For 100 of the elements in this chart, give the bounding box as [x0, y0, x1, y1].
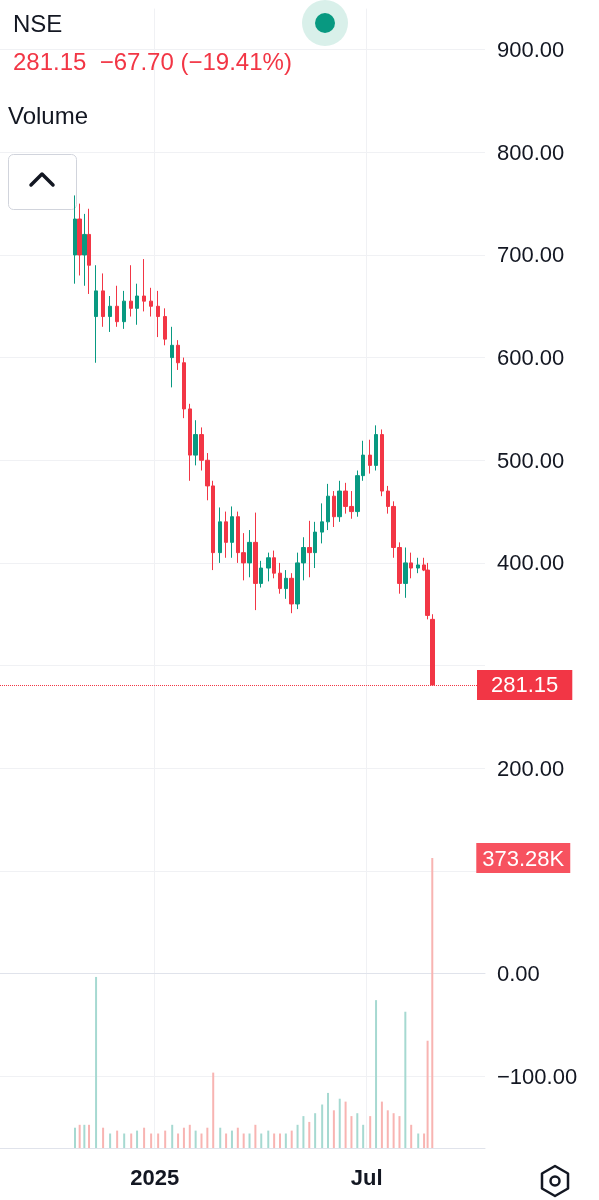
annotation: Volume: [8, 102, 89, 130]
bar: [212, 1072, 215, 1148]
bar: [260, 1133, 263, 1148]
bar: [426, 1040, 429, 1148]
candlestick: [284, 569, 288, 600]
bar: [102, 1127, 105, 1148]
candlestick: [266, 552, 271, 582]
candlestick: [425, 562, 430, 620]
candlestick: [182, 357, 186, 419]
candlestick: [307, 520, 312, 578]
ref-line-label: 281.15: [491, 672, 559, 698]
candlestick: [289, 572, 294, 614]
bar: [362, 1124, 365, 1148]
candlestick: [224, 511, 228, 559]
candlestick: [170, 326, 174, 388]
candlestick: [156, 290, 160, 338]
chart-title: NSE: [13, 9, 63, 37]
bar: [410, 1124, 413, 1148]
bar: [338, 1098, 341, 1148]
bar: [423, 1133, 426, 1148]
candlestick: [163, 307, 167, 346]
bar: [431, 858, 434, 1148]
candlestick: [218, 506, 222, 564]
candlestick: [77, 203, 82, 276]
bar: [130, 1133, 133, 1148]
bar: [380, 1101, 383, 1148]
candlestick: [326, 483, 330, 531]
candlestick: [94, 264, 98, 364]
bar: [308, 1121, 311, 1148]
bar: [83, 1124, 86, 1148]
bar: [284, 1133, 287, 1148]
bar: [225, 1133, 228, 1148]
candlestick: [416, 557, 420, 574]
candlestick: [101, 272, 105, 328]
bar: [242, 1133, 245, 1148]
bar: [321, 1104, 324, 1148]
bar: [88, 1124, 91, 1148]
bar: [200, 1133, 203, 1148]
candlestick: [253, 512, 258, 611]
candlestick: [337, 480, 342, 523]
bar: [236, 1127, 239, 1148]
bar: [375, 1000, 378, 1148]
y-tick-label: −100.00: [497, 1063, 578, 1089]
bar: [327, 1092, 330, 1148]
y-tick-label: 0.00: [497, 961, 540, 986]
candlestick: [122, 290, 126, 330]
candlestick: [374, 424, 378, 472]
bar: [248, 1133, 251, 1148]
bar: [73, 1127, 76, 1148]
bar: [254, 1124, 257, 1148]
bar: [188, 1124, 191, 1148]
candlestick: [115, 285, 119, 328]
candlestick: [368, 439, 372, 475]
text: 281.15 −67.70 (−19.41%): [13, 47, 292, 75]
candlestick: [82, 213, 87, 287]
candlestick: [313, 521, 317, 569]
bar: [164, 1130, 167, 1148]
candlestick: [247, 529, 252, 578]
bar: [150, 1133, 153, 1148]
candlestick: [176, 339, 180, 371]
candlestick: [188, 403, 192, 482]
bar: [109, 1133, 112, 1148]
bar: [219, 1127, 222, 1148]
x-tick-label: Jul: [350, 1164, 383, 1190]
candlestick: [87, 208, 91, 295]
bar: [314, 1113, 317, 1148]
candlestick: [230, 505, 234, 559]
bar: [404, 1011, 407, 1148]
y-tick-label: 700.00: [497, 242, 565, 268]
bar: [332, 1110, 335, 1148]
bar: [136, 1130, 139, 1148]
y-tick-label: 500.00: [497, 447, 565, 473]
bar: [392, 1113, 395, 1148]
bar: [417, 1133, 420, 1148]
candlestick: [73, 194, 77, 285]
bar: [278, 1133, 281, 1148]
bar: [302, 1116, 305, 1148]
candlestick: [380, 428, 384, 497]
candlestick: [403, 547, 408, 599]
bar: [194, 1130, 197, 1148]
bar: [273, 1133, 276, 1148]
bar: [267, 1130, 270, 1148]
bar: [230, 1130, 233, 1148]
bar: [290, 1130, 293, 1148]
candlestick: [108, 295, 112, 333]
bar: [78, 1124, 81, 1148]
y-tick-label: 400.00: [497, 550, 565, 576]
candlestick: [278, 562, 282, 595]
y-tick-label: 600.00: [497, 345, 565, 371]
bar: [171, 1124, 174, 1148]
bar: [356, 1113, 359, 1148]
bar: [177, 1133, 180, 1148]
y-tick-label: 200.00: [497, 755, 565, 781]
candlestick: [332, 490, 336, 528]
bar: [350, 1116, 353, 1148]
bar: [123, 1133, 126, 1148]
bar: [182, 1127, 185, 1148]
bar: [206, 1127, 209, 1148]
annotation: 373.28K: [482, 845, 565, 871]
bar: [143, 1127, 146, 1148]
